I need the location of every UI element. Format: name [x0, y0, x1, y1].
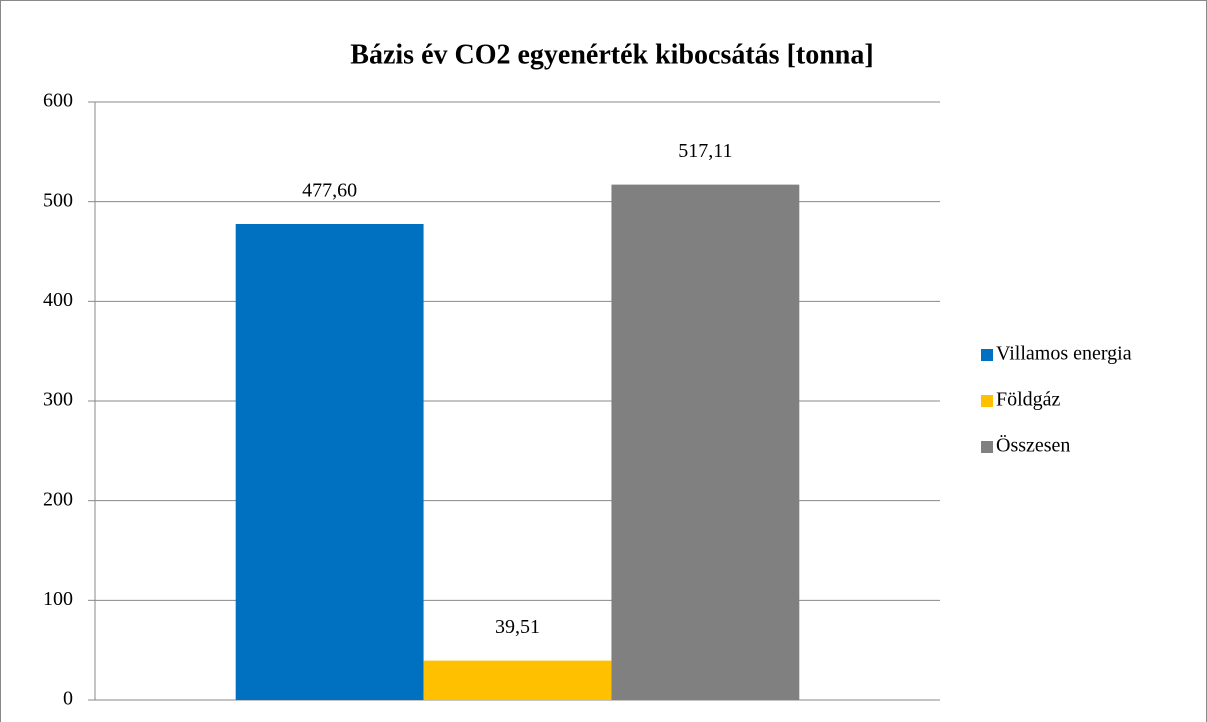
y-tick-label: 100: [43, 588, 73, 610]
legend-swatch: [981, 395, 993, 407]
legend-label: Villamos energia: [996, 343, 1132, 365]
y-tick-label: 500: [43, 189, 73, 211]
y-tick-label: 300: [43, 389, 73, 411]
y-tick-label: 0: [63, 688, 73, 710]
legend-swatch: [981, 441, 993, 453]
legend-label: Földgáz: [996, 389, 1061, 411]
legend-swatch: [981, 349, 993, 361]
bar: [423, 660, 612, 700]
y-tick-label: 600: [43, 90, 73, 112]
chart-title: Bázis év CO2 egyenérték kibocsátás [tonn…: [350, 39, 873, 70]
data-label: 39,51: [495, 616, 540, 638]
y-tick-label: 200: [43, 488, 73, 510]
bar: [611, 184, 800, 700]
y-tick-label: 400: [43, 289, 73, 311]
data-label: 477,60: [302, 180, 357, 202]
bar: [235, 223, 424, 700]
data-label: 517,11: [678, 140, 732, 162]
legend-label: Összesen: [996, 434, 1070, 457]
